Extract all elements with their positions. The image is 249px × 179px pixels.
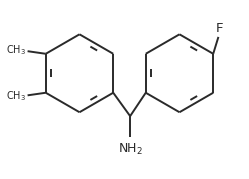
Text: F: F <box>215 22 223 35</box>
Text: CH$_3$: CH$_3$ <box>6 44 26 57</box>
Text: CH$_3$: CH$_3$ <box>6 89 26 103</box>
Text: NH$_2$: NH$_2$ <box>118 141 143 157</box>
